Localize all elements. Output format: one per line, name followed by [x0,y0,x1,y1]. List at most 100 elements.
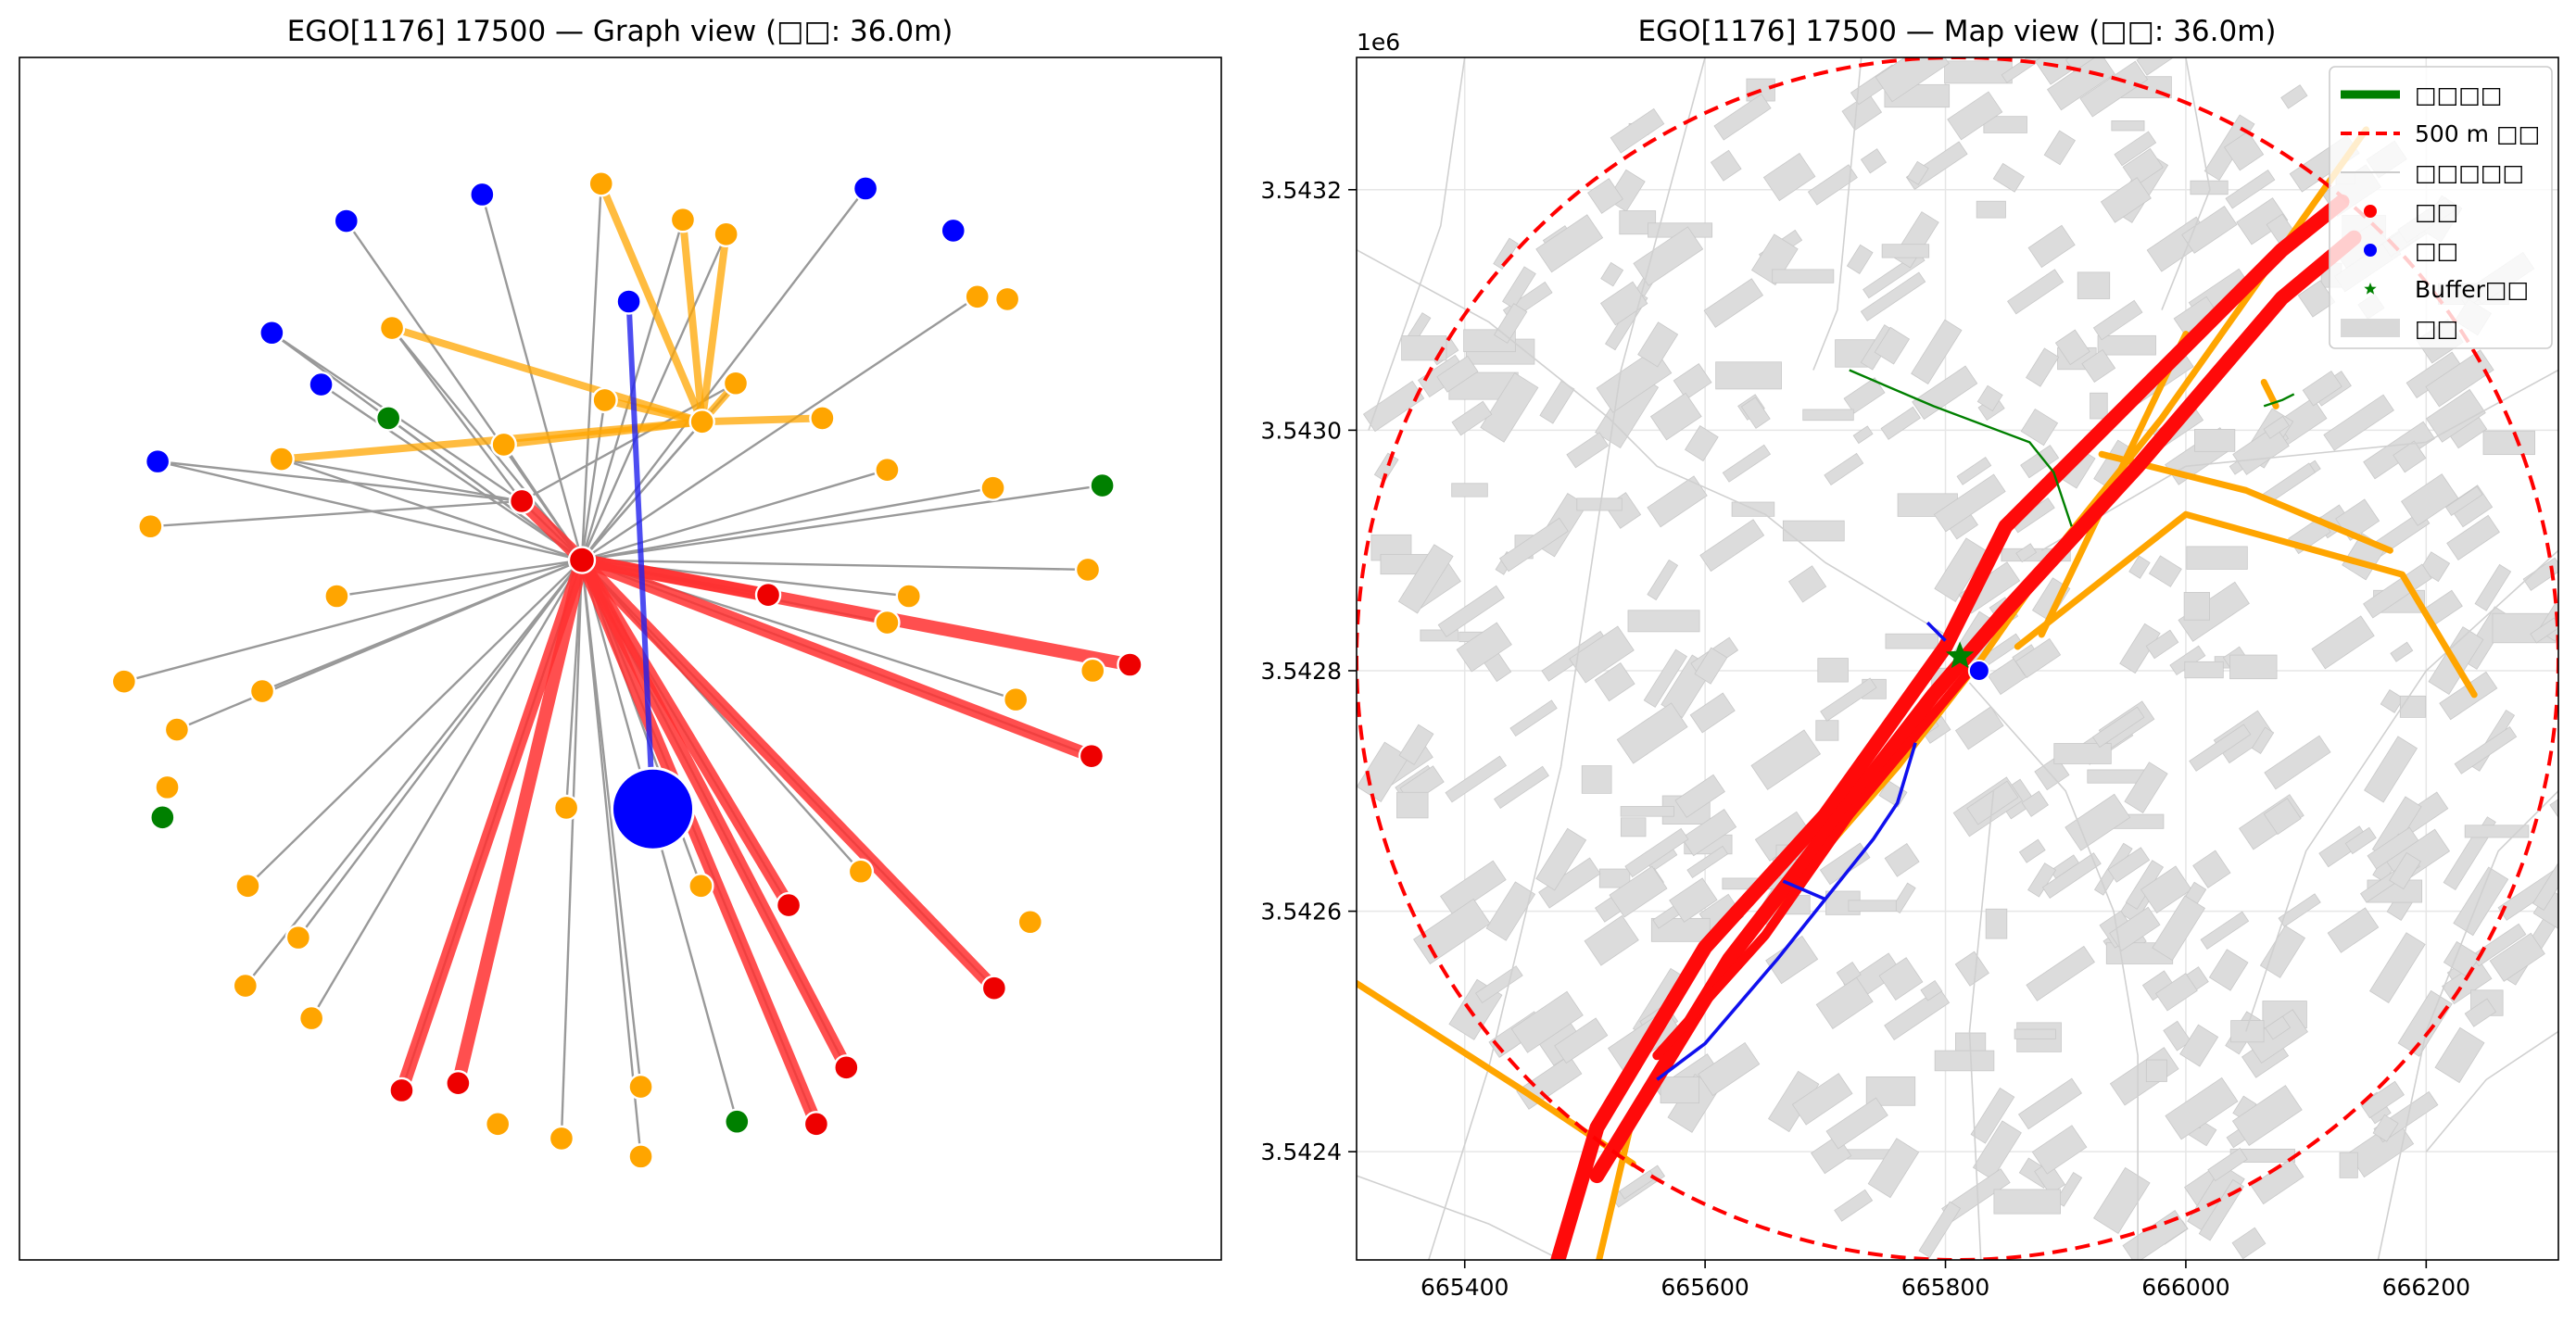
building [2091,706,2145,749]
building [2109,906,2161,951]
building [1535,214,1604,273]
graph-node [1089,472,1116,499]
building [2207,1147,2248,1182]
building [2264,735,2331,790]
building [1581,765,1612,794]
building [2280,84,2308,109]
building [1620,817,1647,837]
building [2194,429,2236,452]
building [2145,1059,2167,1082]
graph-node [874,609,901,636]
building [1584,914,1639,966]
building [1698,1041,1761,1097]
building [1885,633,1939,649]
graph-edge [244,559,583,987]
building [2081,348,2116,384]
building [2031,1125,2088,1175]
building [1841,93,1883,132]
building [2181,205,2238,254]
building [1456,622,1512,673]
building [2445,485,2483,517]
building [1878,780,1908,808]
graph-edge [150,499,523,528]
building [1509,699,1558,737]
graph-orange-edge [678,216,706,426]
graph-node [552,794,580,822]
building [2041,852,2102,899]
building [2482,430,2535,456]
building [2425,349,2494,408]
graph-edge [481,194,584,560]
graph-node [248,677,276,705]
building [1566,432,1610,469]
building [1985,908,2008,939]
graph-edge [581,421,703,561]
legend-handle [2364,283,2377,295]
graph-edge [581,469,888,561]
red-road [1589,230,2362,1184]
building [2230,1020,2265,1043]
building [2464,998,2497,1027]
building [1933,473,2006,533]
graph-node [149,804,176,831]
graph-edge [560,560,584,1139]
building [1703,278,1764,328]
graph-edge [580,183,602,560]
building [2183,592,2210,621]
building [2020,445,2060,479]
graph-edge [581,187,867,561]
building [1944,60,2013,84]
building [1413,898,1491,964]
building [1954,706,2004,750]
building [1843,377,1886,414]
graph-node [469,181,496,208]
graph-node [1117,651,1143,678]
building [1846,244,1874,274]
minor-road [1968,790,1995,1260]
building [1694,647,1728,685]
building [2092,1166,2151,1234]
building [1836,962,1862,986]
building [2401,473,2459,526]
graph-edge [580,233,727,561]
graph-node [1003,686,1029,713]
building [1619,1169,1656,1200]
building [2054,329,2090,366]
green-road [1849,369,2073,527]
graph-node [940,217,966,245]
legend-handle [2364,205,2377,218]
graph-edge [564,560,584,809]
building [2154,973,2198,1012]
graph-node [627,1073,654,1101]
building [2163,1020,2191,1051]
graph-edge [123,559,583,683]
building [2015,543,2038,563]
building [1992,162,2025,193]
building [2223,131,2265,171]
graph-view-panel: EGO[1176] 17500 — Graph view (□□: 36.0m) [19,15,1222,1261]
building [1918,1201,1962,1258]
graph-node [895,583,922,610]
building [1878,957,1924,1001]
building [2302,370,2342,407]
building [2077,271,2111,299]
graph-view-frame [19,57,1222,1261]
legend-label: Buffer□□ [2415,276,2529,303]
building [2251,726,2275,754]
graph-node [669,207,697,233]
building [1815,720,1839,741]
building [1600,261,1624,287]
building [2189,724,2252,772]
building [1880,406,1921,440]
building [1554,1017,1609,1064]
building [2380,689,2405,713]
building [1874,326,1911,365]
building [1539,380,1575,424]
graph-node [964,283,991,310]
green-road [2263,393,2295,408]
buffer-point-star [1945,641,1975,669]
graph-node [1017,909,1043,936]
building [2278,893,2321,927]
building [2489,932,2545,982]
building [2339,1152,2358,1178]
